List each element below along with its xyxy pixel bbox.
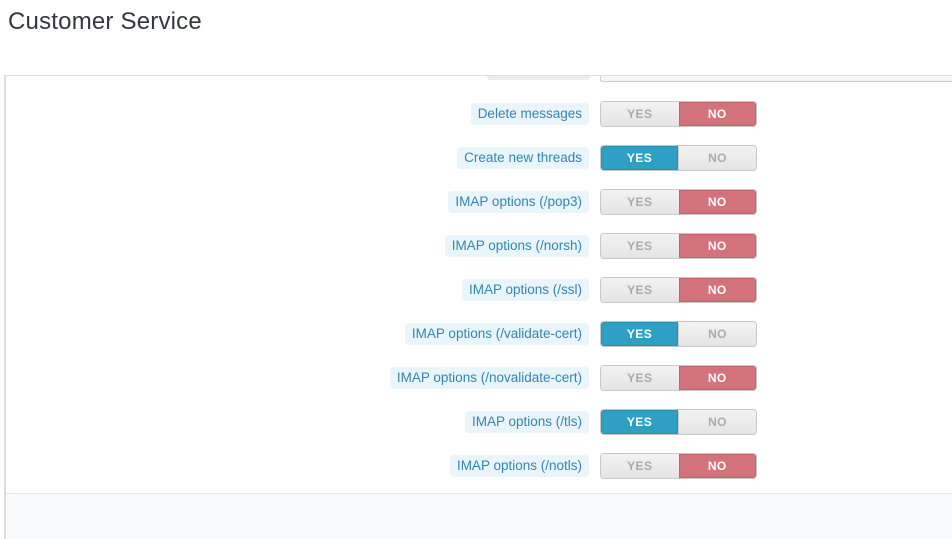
setting-label-cell: IMAP options (/tls)	[6, 411, 589, 433]
toggle-no[interactable]: NO	[678, 410, 756, 434]
yes-no-toggle[interactable]: YES NO	[600, 277, 757, 303]
setting-label[interactable]: IMAP options (/ssl)	[461, 279, 589, 301]
setting-label[interactable]: Create new threads	[457, 147, 589, 169]
toggle-yes[interactable]: YES	[601, 410, 678, 434]
yes-no-toggle[interactable]: YES NO	[600, 409, 757, 435]
setting-label-cell: IMAP options (/norsh)	[6, 235, 589, 257]
toggle-yes[interactable]: YES	[601, 366, 679, 390]
yes-no-toggle[interactable]: YES NO	[600, 453, 757, 479]
toggle-no[interactable]: NO	[678, 234, 756, 258]
setting-label[interactable]: IMAP options (/tls)	[464, 411, 589, 433]
setting-label-cell: IMAP options (/pop3)	[6, 191, 589, 213]
toggle-no[interactable]: NO	[678, 366, 756, 390]
toggle-no[interactable]: NO	[678, 278, 756, 302]
yes-no-toggle[interactable]: YES NO	[600, 145, 757, 171]
setting-label-cell: IMAP options (/novalidate-cert)	[6, 367, 589, 389]
settings-list: Delete messages YES NO Create new thread…	[6, 76, 952, 479]
setting-label-cell: IMAP options (/validate-cert)	[6, 323, 589, 345]
setting-label-cell: IMAP options (/ssl)	[6, 279, 589, 301]
yes-no-toggle[interactable]: YES NO	[600, 189, 757, 215]
setting-row: IMAP options (/pop3) YES NO	[6, 189, 952, 215]
yes-no-toggle[interactable]: YES NO	[600, 365, 757, 391]
page-title: Customer Service	[8, 8, 202, 35]
toggle-yes[interactable]: YES	[601, 322, 678, 346]
setting-label[interactable]: Delete messages	[470, 103, 589, 125]
setting-row: Create new threads YES NO	[6, 145, 952, 171]
setting-label-cell: IMAP options (/notls)	[6, 455, 589, 477]
toggle-yes[interactable]: YES	[601, 146, 678, 170]
setting-row: Delete messages YES NO	[6, 101, 952, 127]
settings-panel: Delete messages YES NO Create new thread…	[4, 75, 952, 539]
setting-label-cell: Create new threads	[6, 147, 589, 169]
setting-row: IMAP options (/ssl) YES NO	[6, 277, 952, 303]
setting-label-cell: Delete messages	[6, 103, 589, 125]
setting-row: IMAP options (/notls) YES NO	[6, 453, 952, 479]
toggle-yes[interactable]: YES	[601, 234, 679, 258]
toggle-yes[interactable]: YES	[601, 102, 679, 126]
yes-no-toggle[interactable]: YES NO	[600, 233, 757, 259]
setting-row: IMAP options (/validate-cert) YES NO	[6, 321, 952, 347]
yes-no-toggle[interactable]: YES NO	[600, 321, 757, 347]
toggle-no[interactable]: NO	[678, 322, 756, 346]
toggle-yes[interactable]: YES	[601, 454, 679, 478]
setting-row: IMAP options (/norsh) YES NO	[6, 233, 952, 259]
setting-row: IMAP options (/novalidate-cert) YES NO	[6, 365, 952, 391]
toggle-yes[interactable]: YES	[601, 278, 679, 302]
setting-row: IMAP options (/tls) YES NO	[6, 409, 952, 435]
setting-label[interactable]: IMAP options (/pop3)	[448, 191, 589, 213]
cutoff-text-input[interactable]	[600, 76, 952, 82]
setting-label[interactable]: IMAP options (/novalidate-cert)	[389, 367, 589, 389]
toggle-no[interactable]: NO	[678, 102, 756, 126]
toggle-yes[interactable]: YES	[601, 190, 679, 214]
toggle-no[interactable]: NO	[678, 454, 756, 478]
toggle-no[interactable]: NO	[678, 146, 756, 170]
toggle-no[interactable]: NO	[678, 190, 756, 214]
yes-no-toggle[interactable]: YES NO	[600, 101, 757, 127]
setting-label[interactable]: IMAP options (/norsh)	[444, 235, 589, 257]
setting-label[interactable]: IMAP options (/validate-cert)	[404, 323, 589, 345]
setting-label[interactable]: IMAP options (/notls)	[449, 455, 589, 477]
cutoff-field-label	[487, 76, 590, 80]
panel-footer	[6, 493, 952, 539]
